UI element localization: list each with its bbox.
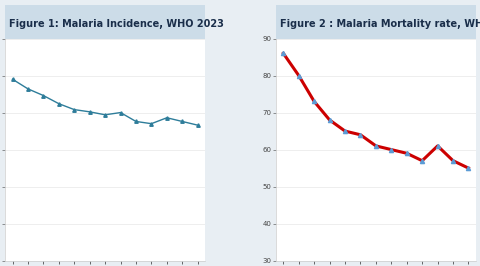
Text: Figure 2 : Malaria Mortality rate, WHO 2023: Figure 2 : Malaria Mortality rate, WHO 2… <box>279 19 480 28</box>
Text: Figure 1: Malaria Incidence, WHO 2023: Figure 1: Malaria Incidence, WHO 2023 <box>9 19 223 28</box>
